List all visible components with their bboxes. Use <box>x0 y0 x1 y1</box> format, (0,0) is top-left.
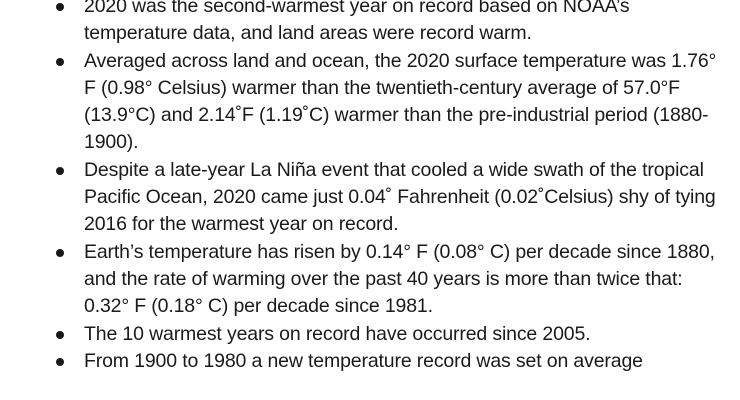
bullet-list: 2020 was the second-warmest year on reco… <box>0 0 740 375</box>
list-item-text: Earth’s temperature has risen by 0.14° F… <box>84 240 715 318</box>
list-item: Despite a late-year La Niña event that c… <box>0 157 740 239</box>
bullet-dot-icon <box>56 166 64 175</box>
document-body: 2020 was the second-warmest year on reco… <box>0 0 740 375</box>
list-item-text: Despite a late-year La Niña event that c… <box>84 158 716 236</box>
bullet-dot-icon <box>56 248 64 257</box>
list-item: Averaged across land and ocean, the 2020… <box>0 48 740 157</box>
list-item: Earth’s temperature has risen by 0.14° F… <box>0 239 740 321</box>
bullet-dot-icon <box>56 357 64 366</box>
list-item: From 1900 to 1980 a new temperature reco… <box>0 348 740 375</box>
list-item-text: From 1900 to 1980 a new temperature reco… <box>84 349 643 372</box>
list-item: 2020 was the second-warmest year on reco… <box>0 0 740 48</box>
list-item: The 10 warmest years on record have occu… <box>0 321 740 348</box>
list-item-text: The 10 warmest years on record have occu… <box>84 322 591 345</box>
bullet-dot-icon <box>56 3 64 11</box>
bullet-dot-icon <box>56 330 64 339</box>
list-item-text: Averaged across land and ocean, the 2020… <box>84 49 717 154</box>
list-item-text: 2020 was the second-warmest year on reco… <box>84 0 630 45</box>
bullet-dot-icon <box>56 57 64 66</box>
